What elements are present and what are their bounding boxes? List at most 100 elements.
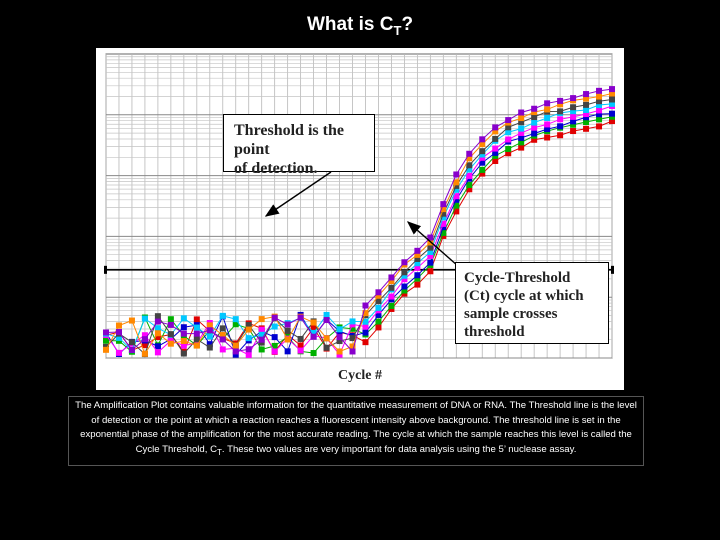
data-point — [141, 332, 148, 339]
data-point — [271, 334, 278, 341]
data-point — [596, 107, 603, 114]
data-point — [193, 336, 200, 343]
data-point — [245, 322, 252, 329]
data-point — [219, 336, 226, 343]
title-end: ? — [401, 14, 414, 35]
data-point — [583, 125, 590, 132]
data-point — [557, 97, 564, 104]
data-point — [245, 335, 252, 342]
data-point — [362, 310, 369, 317]
data-point — [570, 118, 577, 125]
amplification-plot-figure: Threshold is the point of detection. Cyc… — [96, 48, 624, 390]
data-point — [232, 342, 239, 349]
data-point — [466, 166, 473, 173]
data-point — [427, 244, 434, 251]
data-point — [583, 91, 590, 98]
data-point — [284, 321, 291, 328]
data-point — [466, 181, 473, 188]
data-point — [154, 325, 161, 332]
data-point — [388, 284, 395, 291]
data-point — [479, 148, 486, 155]
data-point — [115, 329, 122, 336]
data-point — [453, 202, 460, 209]
data-point — [271, 342, 278, 349]
threshold-callout-line-2: of detection. — [234, 160, 318, 177]
data-point — [193, 324, 200, 331]
data-point — [401, 272, 408, 279]
data-point — [219, 332, 226, 339]
data-point — [557, 101, 564, 108]
data-point — [479, 170, 486, 177]
data-point — [466, 186, 473, 193]
ct-callout: Cycle-Threshold (Ct) cycle at which samp… — [455, 262, 609, 344]
data-point — [570, 95, 577, 102]
data-point — [206, 333, 213, 340]
data-point — [167, 337, 174, 344]
data-point — [609, 86, 615, 93]
data-point — [310, 324, 317, 331]
ct-callout-line-3: sample crosses — [464, 306, 558, 322]
data-point — [518, 139, 525, 146]
data-point — [154, 343, 161, 350]
data-point — [297, 314, 304, 321]
data-point — [167, 340, 174, 347]
data-point — [531, 109, 538, 116]
data-point — [258, 336, 265, 343]
data-point — [362, 329, 369, 336]
data-point — [583, 106, 590, 113]
data-point — [401, 269, 408, 276]
data-point — [388, 305, 395, 312]
data-point — [388, 293, 395, 300]
caption-text-end: . These two values are very important fo… — [221, 443, 577, 455]
data-point — [388, 278, 395, 285]
data-point — [570, 104, 577, 111]
data-point — [479, 141, 486, 148]
data-point — [518, 119, 525, 126]
data-point — [518, 134, 525, 141]
data-point — [531, 114, 538, 121]
data-point — [401, 259, 408, 266]
data-point — [466, 172, 473, 179]
data-point — [414, 275, 421, 282]
data-point — [427, 268, 434, 275]
data-point — [180, 315, 187, 322]
data-point — [128, 346, 135, 353]
data-point — [609, 110, 615, 117]
data-point — [557, 108, 564, 115]
data-point — [609, 90, 615, 97]
data-point — [232, 351, 239, 358]
amplification-curve — [105, 116, 613, 354]
data-point — [609, 100, 615, 107]
amplification-curve — [105, 105, 613, 356]
data-point — [453, 193, 460, 200]
data-point — [492, 145, 499, 152]
data-point — [141, 315, 148, 322]
data-point — [362, 339, 369, 346]
data-point — [258, 326, 265, 333]
data-point — [453, 196, 460, 203]
data-point — [466, 155, 473, 162]
data-point — [440, 229, 447, 236]
data-point — [258, 316, 265, 323]
data-point — [440, 220, 447, 227]
data-point — [310, 319, 317, 326]
data-point — [154, 330, 161, 337]
data-point — [271, 314, 278, 321]
data-point — [141, 342, 148, 349]
data-point — [206, 322, 213, 329]
data-point — [544, 114, 551, 121]
data-point — [440, 224, 447, 231]
data-point — [258, 331, 265, 338]
data-point — [518, 125, 525, 132]
amplification-curve — [105, 113, 613, 356]
data-point — [375, 304, 382, 311]
data-point — [258, 346, 265, 353]
data-point — [544, 106, 551, 113]
data-point — [557, 116, 564, 123]
data-point — [103, 329, 109, 336]
data-point — [232, 348, 239, 355]
data-point — [388, 274, 395, 281]
threshold-handle-left — [104, 265, 107, 274]
data-point — [479, 159, 486, 166]
data-point — [609, 118, 615, 125]
